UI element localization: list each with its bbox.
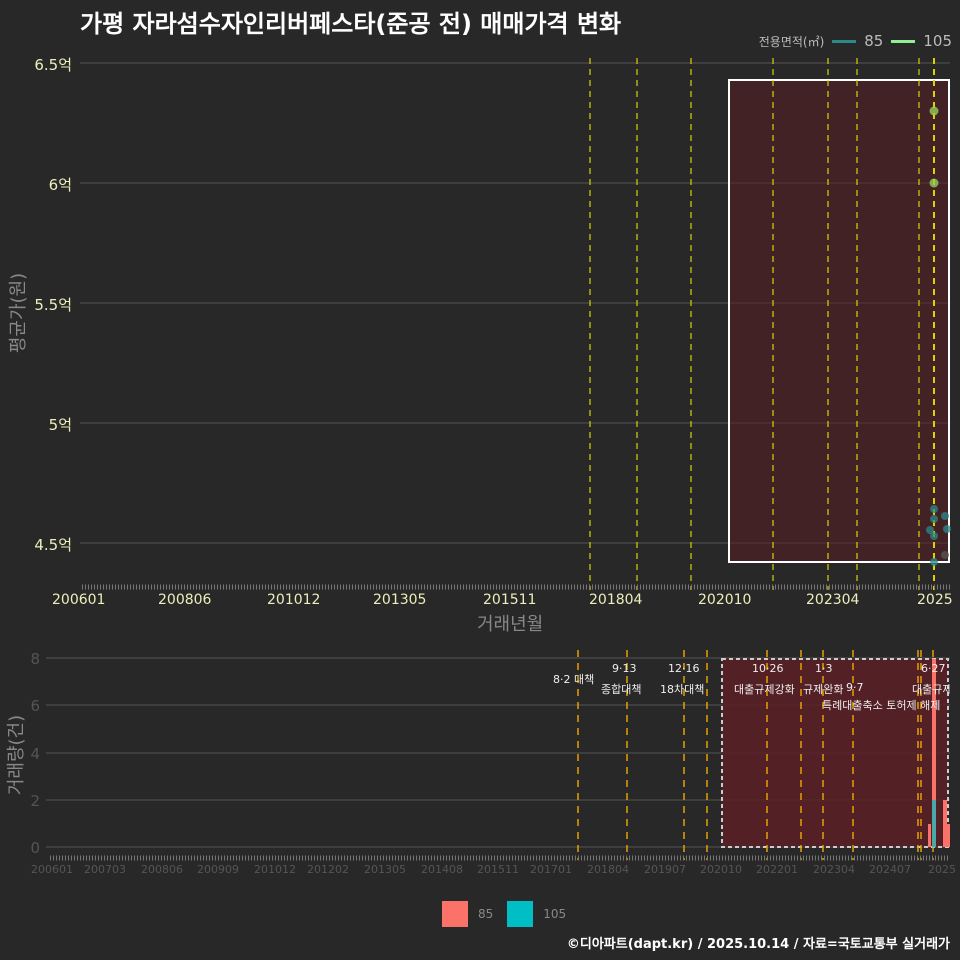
annotation-12-16-date: 12·16 [668,662,700,675]
x-tick: 2025 [928,863,956,876]
x-tick: 202407 [869,863,911,876]
y-tick-6: 6억 [48,176,72,194]
legend-line-85-icon [832,39,857,43]
annotation-10-26-date: 10·26 [752,662,784,675]
x-tick: 201804 [587,863,629,876]
x-tick: 201012 [254,863,296,876]
annotation-6-27-label: 대출규제 [912,683,950,696]
y-tick-6: 6 [30,697,40,715]
y-tick-0: 0 [30,839,40,857]
y-axis-title-volume: 거래량(건) [6,714,27,796]
x-tick: 201907 [644,863,686,876]
x-tick: 200601 [52,592,106,608]
annotation-6-27-date: 6·27 [921,662,946,675]
legend-label-85: 85 [864,32,884,50]
x-tick: 200806 [141,863,183,876]
x-tick: 201408 [421,863,463,876]
legend-label-85: 85 [478,907,494,921]
y-tick-8: 8 [30,650,40,668]
volume-bars [928,659,950,847]
footer-credit: ©디아파트(dapt.kr) / 2025.10.14 / 자료=국토교통부 실… [566,937,950,952]
x-tick: 202201 [756,863,798,876]
annotation-12-16-label: 18차대책 [660,683,705,696]
y-axis-title-price: 평균가(원) [8,272,29,354]
x-tick: 201305 [364,863,406,876]
x-tick: 201202 [307,863,349,876]
x-axis-title: 거래년월 [477,614,544,635]
y-tick-5.5: 5.5억 [34,296,72,314]
annotation-9-7-date: 9·7 [846,681,864,694]
bottom-legend: 85 105 [442,901,566,927]
series-85-points [926,505,951,566]
x-tick: 200806 [158,592,212,608]
chart-title: 가평 자라섬수자인리버페스타(준공 전) 매매가격 변화 [80,10,622,38]
x-tick: 201701 [530,863,572,876]
annotation-9-7-label: 특례대출축소 토허제 해제 [822,699,941,712]
annotation-1-3-label: 규제완화 [803,683,844,696]
annotation-1-3-date: 1·3 [815,662,833,675]
legend-line-105-icon [891,39,916,43]
annotation-9-13-label: 종합대책 [601,683,642,696]
x-tick: 202010 [698,592,752,608]
y-tick-4: 4 [30,745,40,763]
legend-title: 전용면적(㎡) [758,34,825,49]
y-tick-6.5: 6.5억 [34,56,72,74]
highlight-period-box [728,79,950,563]
top-legend: 전용면적(㎡) 85 105 [759,32,952,50]
x-tick: 201012 [267,592,321,608]
bottom-highlight-box [721,658,949,848]
x-tick: 201305 [373,592,427,608]
x-tick: 202304 [813,863,855,876]
annotation-10-26-label: 대출규제강화 [734,683,795,696]
x-tick: 201511 [477,863,519,876]
legend-label-105: 105 [923,32,952,50]
x-tick: 202304 [806,592,860,608]
x-tick: 200703 [84,863,126,876]
x-tick: 2025 [917,592,953,608]
y-tick-2: 2 [30,792,40,810]
annotation-8-2: 8·2 대책 [553,673,595,686]
annotation-9-13-date: 9·13 [612,662,637,675]
legend-label-105: 105 [543,907,567,921]
x-tick: 201804 [589,592,643,608]
x-tick: 200909 [197,863,239,876]
x-tick: 202010 [700,863,742,876]
series-105-points [929,106,939,188]
legend-swatch-85-icon [442,901,468,927]
x-tick: 201511 [483,592,537,608]
legend-swatch-105-icon [507,901,534,927]
x-tick: 200601 [31,863,73,876]
y-tick-5: 5억 [48,416,72,434]
y-tick-4.5: 4.5억 [34,536,72,554]
